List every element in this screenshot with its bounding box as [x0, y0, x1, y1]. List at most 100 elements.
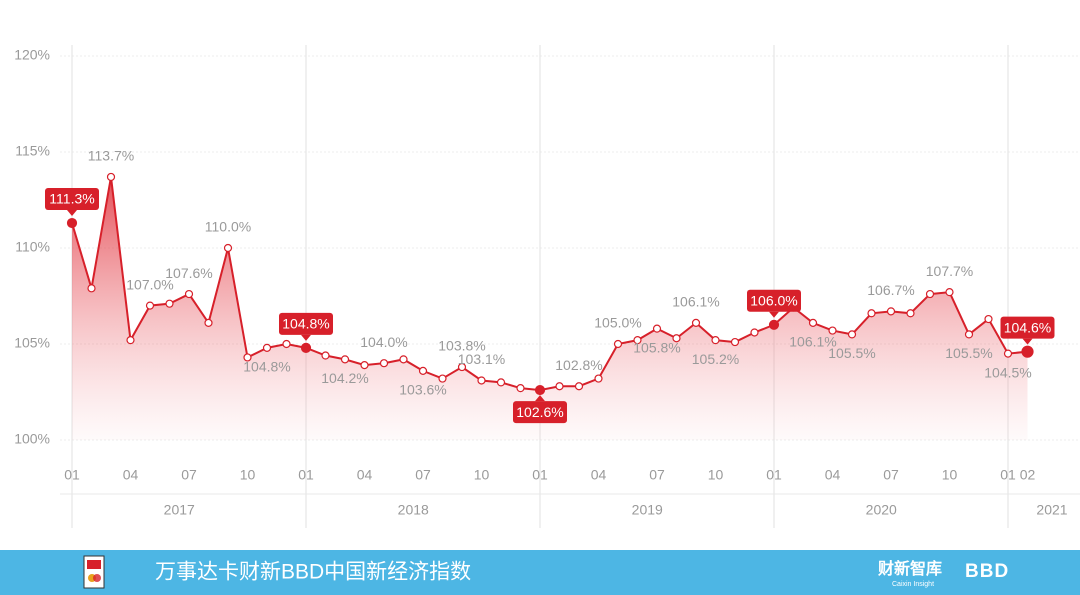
- x-tick-label: 01: [64, 467, 80, 483]
- value-label: 104.8%: [243, 359, 290, 375]
- point: [691, 318, 701, 327]
- value-label: 103.8%: [438, 338, 485, 354]
- point: [223, 243, 233, 253]
- year-label: 2018: [398, 502, 429, 518]
- point: [534, 384, 546, 396]
- value-label: 104.5%: [984, 364, 1031, 380]
- y-tick-label: 100%: [14, 431, 50, 447]
- footer-title: 万事达卡财新BBD中国新经济指数: [155, 561, 471, 584]
- point: [379, 359, 389, 368]
- point: [243, 353, 252, 362]
- x-tick-label: 10: [708, 467, 724, 483]
- value-label: 111.3%: [49, 191, 94, 207]
- x-tick-label: 07: [649, 467, 665, 483]
- point: [828, 326, 837, 335]
- point: [438, 374, 447, 383]
- label-pointer: [769, 311, 779, 318]
- label-pointer: [1022, 338, 1033, 345]
- x-tick-label: 04: [825, 467, 841, 483]
- footer-brand: 财新智库: [877, 559, 942, 578]
- point: [1021, 345, 1034, 358]
- value-label: 105.5%: [828, 345, 875, 361]
- value-label: 104.2%: [321, 370, 368, 386]
- value-label: 103.1%: [458, 351, 505, 367]
- point: [106, 172, 116, 182]
- x-tick-label: 04: [357, 467, 373, 483]
- point: [1003, 349, 1013, 358]
- point: [126, 336, 135, 345]
- point: [906, 309, 915, 318]
- year-label: 2017: [164, 502, 195, 518]
- value-label: 106.0%: [750, 293, 797, 309]
- point: [360, 361, 369, 370]
- x-tick-label: 10: [474, 467, 490, 483]
- label-pointer: [301, 334, 311, 341]
- year-label: 2020: [866, 502, 897, 518]
- point: [496, 378, 506, 387]
- point: [204, 318, 213, 327]
- point: [652, 324, 662, 333]
- value-label: 106.1%: [789, 334, 836, 350]
- point: [87, 284, 96, 293]
- label-box: [513, 401, 567, 424]
- value-label: 102.6%: [516, 404, 563, 420]
- value-label: 113.7%: [88, 148, 134, 164]
- label-pointer: [535, 395, 545, 402]
- point: [808, 318, 818, 327]
- value-label: 104.6%: [1004, 319, 1051, 335]
- value-label: 107.6%: [165, 265, 212, 281]
- point: [555, 382, 564, 391]
- point: [945, 288, 954, 297]
- label-box: [279, 312, 333, 335]
- y-tick-label: 110%: [15, 239, 50, 255]
- label-box: [45, 188, 99, 211]
- value-label: 105.8%: [633, 339, 680, 355]
- area: [72, 176, 1028, 440]
- x-tick-label: 01: [766, 467, 782, 483]
- footer-brand-sub: Caixin Insight: [892, 581, 934, 588]
- value-label: 106.7%: [867, 282, 914, 298]
- point: [477, 376, 486, 385]
- point: [750, 328, 759, 337]
- point: [66, 217, 78, 229]
- y-tick-label: 120%: [14, 47, 50, 63]
- x-tick-label: 04: [123, 467, 139, 483]
- point: [516, 384, 525, 393]
- point: [925, 289, 935, 299]
- value-label: 104.0%: [360, 334, 407, 350]
- point: [165, 299, 174, 308]
- point: [594, 374, 603, 383]
- point: [282, 339, 291, 349]
- value-label: 103.6%: [399, 382, 446, 398]
- point: [418, 366, 428, 375]
- x-tick-label: 01: [1000, 467, 1016, 483]
- value-label: 105.5%: [945, 345, 992, 361]
- x-tick-label: 04: [591, 467, 607, 483]
- point: [984, 314, 993, 324]
- x-tick-label: 07: [883, 467, 899, 483]
- point: [145, 301, 155, 310]
- year-label: 2019: [632, 502, 663, 518]
- point: [867, 309, 876, 318]
- x-tick-label: 10: [240, 467, 256, 483]
- value-label: 110.0%: [205, 219, 251, 235]
- value-label: 107.7%: [926, 263, 973, 279]
- x-tick-label: 02: [1020, 467, 1036, 483]
- value-label: 107.0%: [126, 276, 173, 292]
- y-tick-label: 115%: [15, 143, 50, 159]
- point: [730, 337, 740, 347]
- point: [321, 351, 330, 360]
- value-label: 105.2%: [692, 351, 739, 367]
- point: [574, 382, 584, 391]
- point: [964, 330, 974, 339]
- point: [184, 289, 194, 299]
- point: [672, 334, 681, 343]
- value-label: 102.8%: [555, 357, 602, 373]
- footer-icon-mark: [87, 560, 101, 569]
- x-tick-label: 07: [181, 467, 197, 483]
- point: [886, 307, 896, 316]
- footer-icon-dot: [93, 574, 101, 582]
- label-pointer: [67, 210, 77, 217]
- footer-bar: [0, 550, 1080, 595]
